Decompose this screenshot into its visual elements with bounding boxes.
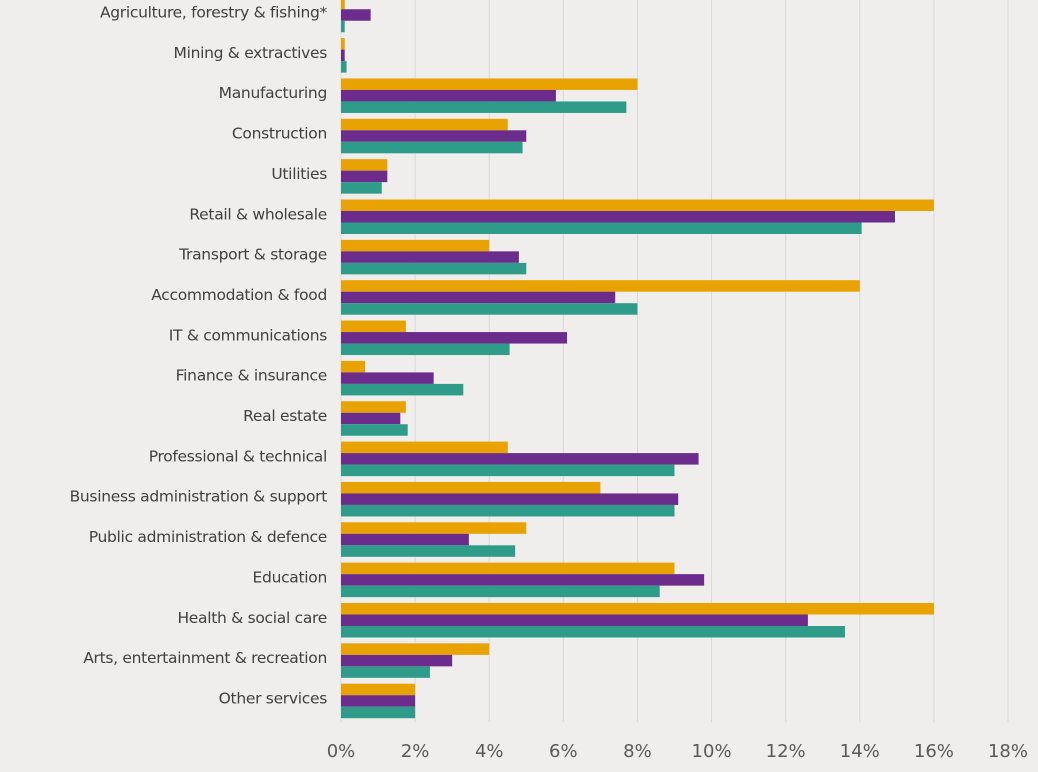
bar — [341, 585, 660, 598]
bar — [341, 89, 556, 102]
x-tick-label: 18% — [988, 741, 1028, 762]
x-tick-label: 14% — [840, 741, 880, 762]
bar — [341, 574, 705, 586]
y-tick-label: Other services — [219, 689, 328, 707]
x-tick-label: 10% — [692, 741, 732, 762]
bar — [341, 303, 638, 315]
bar — [341, 262, 527, 275]
bar — [341, 372, 434, 384]
bar — [341, 211, 895, 223]
bar — [341, 654, 453, 667]
y-tick-label: Professional & technical — [149, 447, 327, 465]
bar — [341, 603, 934, 615]
bar — [341, 118, 508, 131]
bar — [341, 533, 469, 546]
bar — [341, 383, 464, 396]
y-tick-label: Arts, entertainment & recreation — [83, 649, 327, 667]
y-tick-label: Finance & insurance — [176, 367, 327, 385]
bar — [341, 441, 508, 454]
bar — [341, 493, 679, 505]
bar — [341, 614, 808, 626]
bar — [341, 481, 601, 494]
bar — [341, 562, 675, 575]
y-tick-label: Health & social care — [177, 609, 327, 627]
bar — [341, 683, 416, 696]
bar — [341, 20, 345, 33]
bar — [341, 38, 345, 50]
y-tick-label: Mining & extractives — [174, 44, 328, 62]
x-tick-label: 4% — [475, 741, 504, 762]
bar — [341, 424, 408, 436]
bar — [341, 9, 371, 21]
bar — [341, 343, 510, 356]
bar — [341, 360, 366, 373]
bar — [341, 320, 406, 333]
bar — [341, 141, 523, 154]
y-tick-label: Construction — [232, 125, 327, 143]
bar — [341, 239, 490, 252]
y-tick-label: Utilities — [271, 165, 327, 183]
x-tick-label: 8% — [623, 741, 652, 762]
bar — [341, 49, 345, 62]
x-tick-label: 12% — [766, 741, 806, 762]
bar — [341, 101, 627, 113]
bar — [341, 401, 406, 413]
x-tick-label: 2% — [401, 741, 430, 762]
bar — [341, 0, 345, 10]
y-tick-label: Public administration & defence — [89, 528, 327, 546]
y-tick-label: Retail & wholesale — [189, 205, 327, 223]
bar — [341, 453, 699, 465]
bar — [341, 504, 675, 517]
y-tick-label: Manufacturing — [219, 84, 327, 102]
bar — [341, 545, 516, 557]
bar — [341, 291, 616, 304]
x-tick-label: 16% — [914, 741, 954, 762]
y-tick-label: Agriculture, forestry & fishing* — [100, 4, 328, 22]
bar — [341, 130, 527, 142]
bar — [341, 182, 382, 194]
y-tick-label: Transport & storage — [178, 246, 327, 264]
y-tick-label: Business administration & support — [70, 488, 328, 506]
bar — [341, 666, 430, 678]
x-tick-label: 6% — [549, 741, 578, 762]
bar — [341, 464, 675, 477]
bar — [341, 159, 388, 171]
bar — [341, 643, 490, 655]
y-tick-label: Real estate — [243, 407, 327, 425]
bar — [341, 61, 347, 73]
y-tick-label: Accommodation & food — [151, 286, 327, 304]
bar — [341, 170, 388, 183]
y-tick-label: Education — [253, 568, 327, 586]
bar — [341, 332, 568, 344]
bar — [341, 626, 845, 638]
bar — [341, 412, 401, 425]
bar — [341, 78, 638, 90]
bar — [341, 706, 416, 719]
y-tick-label: IT & communications — [169, 326, 327, 344]
bar — [341, 695, 416, 707]
bar — [341, 199, 934, 211]
bar — [341, 222, 862, 234]
x-tick-label: 0% — [327, 741, 356, 762]
bar — [341, 251, 519, 263]
bar — [341, 280, 860, 292]
bar — [341, 522, 527, 534]
